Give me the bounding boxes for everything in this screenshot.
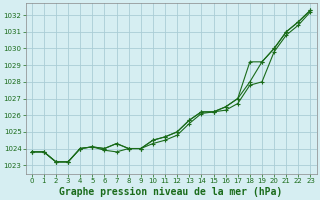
X-axis label: Graphe pression niveau de la mer (hPa): Graphe pression niveau de la mer (hPa) [60,186,283,197]
